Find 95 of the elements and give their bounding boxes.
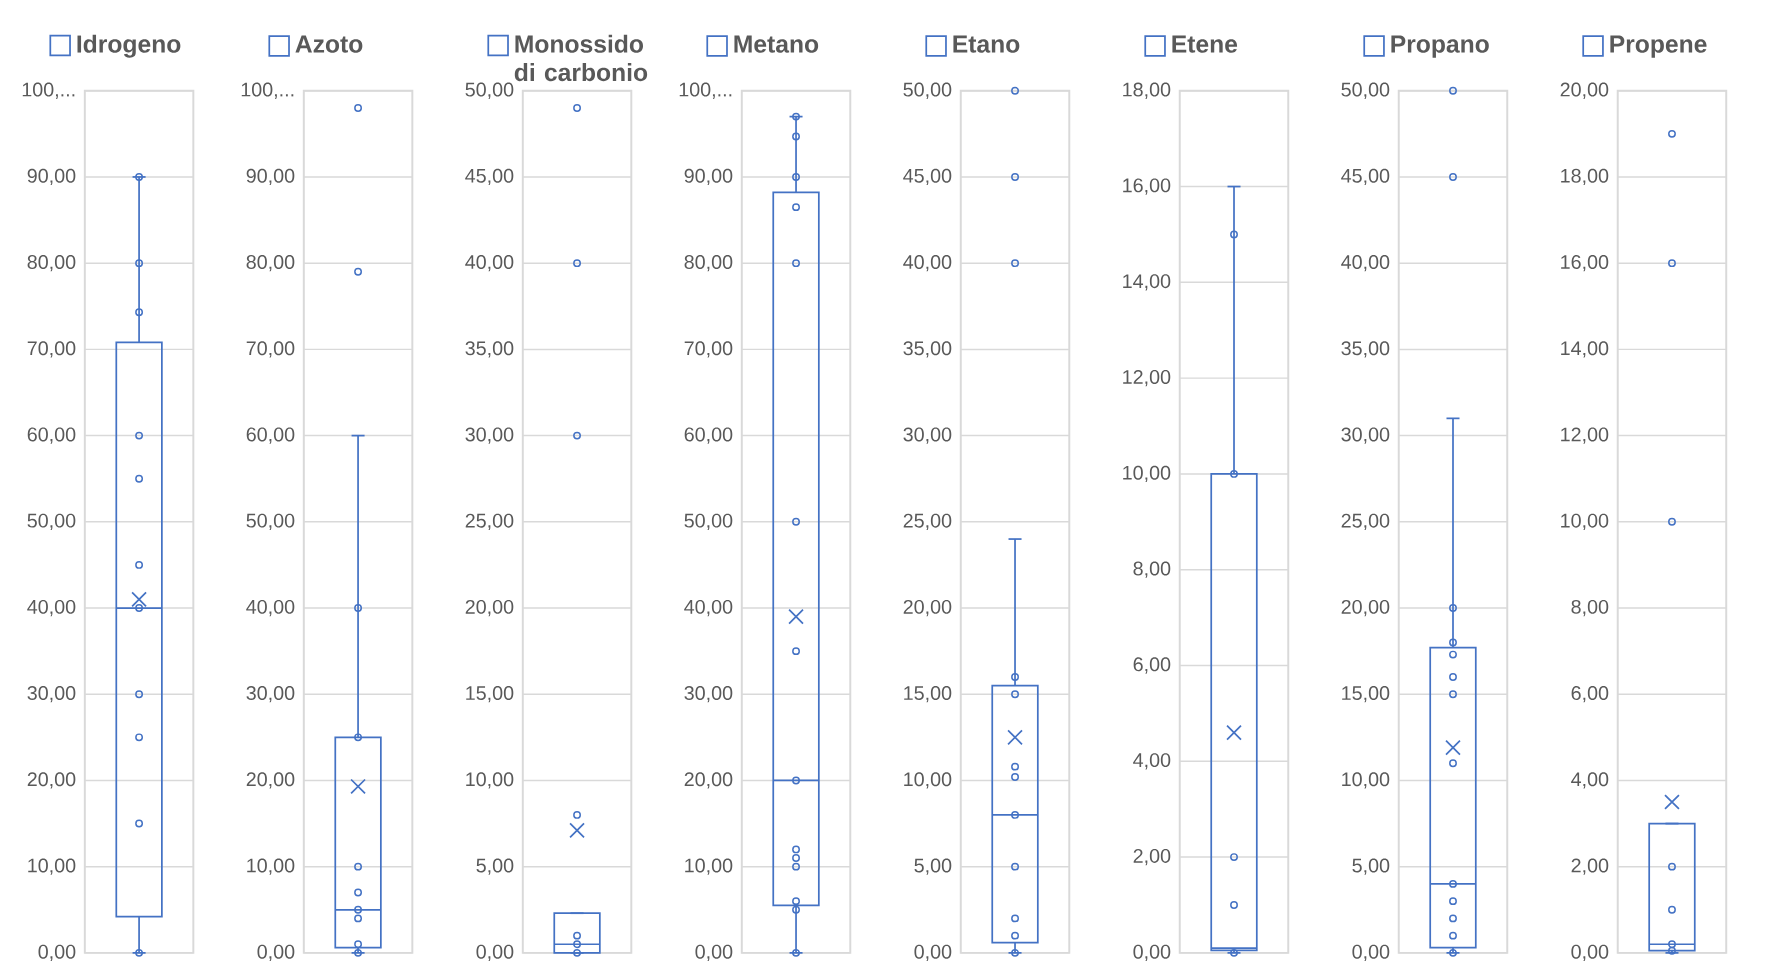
y-tick-label: 100,... [241, 82, 294, 100]
y-tick-label: 5,00 [1352, 858, 1390, 875]
y-tick-label: 30,00 [465, 427, 514, 444]
y-tick-label: 20,00 [246, 772, 295, 789]
y-tick-label: 30,00 [27, 686, 76, 703]
y-tick-label: 8,00 [1571, 600, 1609, 617]
y-tick-label: 15,00 [904, 686, 952, 703]
y-tick-label: 40,00 [246, 600, 295, 617]
y-tick-label: 40,00 [903, 255, 952, 272]
y-tick-label: 40,00 [465, 255, 514, 272]
y-tick-label: 6,00 [1571, 686, 1609, 703]
y-tick-label: 50,00 [465, 82, 514, 100]
y-tick-label: 20,00 [1560, 82, 1609, 100]
y-tick-label: 16,00 [1123, 178, 1171, 195]
y-tick-label: 50,00 [246, 513, 295, 531]
y-tick-label: 16,00 [1561, 255, 1609, 272]
y-tick-label: 10,00 [466, 772, 514, 789]
y-tick-label: 60,00 [684, 427, 733, 444]
y-tick-label: 0,00 [257, 944, 295, 962]
y-tick-label: 60,00 [27, 427, 76, 444]
y-tick-label: 0,00 [695, 944, 733, 962]
y-tick-label: 10,00 [247, 858, 295, 875]
y-tick-label: 14,00 [1561, 341, 1609, 358]
y-tick-label: 5,00 [914, 858, 952, 875]
y-tick-label: 80,00 [684, 255, 733, 272]
y-tick-label: 35,00 [903, 341, 952, 358]
y-tick-label: 4,00 [1133, 753, 1171, 770]
y-tick-label: 50,00 [27, 513, 76, 531]
y-tick-label: 25,00 [465, 513, 514, 531]
y-tick-label: 70,00 [684, 341, 733, 358]
y-tick-label: 30,00 [246, 686, 295, 703]
y-tick-label: 70,00 [246, 341, 295, 358]
y-tick-label: 4,00 [1571, 772, 1609, 789]
y-tick-label: 0,00 [38, 944, 76, 962]
y-tick-label: 10,00 [1342, 772, 1390, 789]
legend-label: Etene [1172, 35, 1238, 53]
y-tick-label: 50,00 [903, 82, 952, 100]
y-tick-label: 60,00 [246, 427, 295, 444]
y-tick-label: 45,00 [903, 169, 952, 186]
legend-label: Propene [1610, 35, 1707, 58]
y-tick-label: 70,00 [27, 341, 76, 358]
y-tick-label: 2,00 [1133, 849, 1171, 866]
y-tick-label: 0,00 [914, 944, 952, 962]
y-tick-label: 30,00 [1341, 427, 1390, 444]
y-tick-label: 30,00 [684, 686, 733, 703]
y-tick-label: 10,00 [1123, 465, 1171, 483]
y-tick-label: 90,00 [684, 169, 733, 186]
y-tick-label: 80,00 [27, 255, 76, 272]
y-tick-label: 50,00 [684, 513, 733, 531]
y-tick-label: 14,00 [1123, 274, 1171, 291]
y-tick-label: 100,... [22, 82, 75, 100]
y-tick-label: 5,00 [476, 858, 514, 875]
y-tick-label: 15,00 [1342, 686, 1390, 703]
y-tick-label: 12,00 [1123, 370, 1171, 387]
y-tick-label: 100,... [679, 82, 732, 100]
legend-label: Metano [734, 35, 819, 53]
legend-label: Etano [953, 35, 1020, 53]
y-tick-label: 10,00 [28, 858, 76, 875]
y-tick-label: 90,00 [246, 169, 295, 186]
y-tick-label: 40,00 [1341, 255, 1390, 272]
y-tick-label: 45,00 [465, 169, 514, 186]
y-tick-label: 20,00 [465, 600, 514, 617]
y-tick-label: 0,00 [1133, 944, 1171, 962]
y-tick-label: 0,00 [1571, 944, 1609, 962]
y-tick-label: 25,00 [1341, 513, 1390, 531]
y-tick-label: 45,00 [1341, 169, 1390, 186]
y-tick-label: 2,00 [1571, 858, 1609, 875]
y-tick-label: 0,00 [476, 944, 514, 962]
y-tick-label: 0,00 [1352, 944, 1390, 962]
y-tick-label: 20,00 [903, 600, 952, 617]
y-tick-label: 20,00 [27, 772, 76, 789]
y-tick-label: 10,00 [1561, 513, 1609, 531]
y-tick-label: 40,00 [684, 600, 733, 617]
y-tick-label: 35,00 [1341, 341, 1390, 358]
y-tick-label: 18,00 [1123, 82, 1171, 100]
y-tick-label: 25,00 [903, 513, 952, 531]
y-tick-label: 10,00 [685, 858, 733, 875]
y-tick-label: 50,00 [1341, 82, 1390, 100]
legend-label: Propano [1391, 35, 1489, 58]
legend-label: Azoto [295, 35, 363, 53]
y-tick-label: 18,00 [1561, 169, 1609, 186]
y-tick-label: 30,00 [903, 427, 952, 444]
legend-label: Idrogeno [77, 34, 181, 58]
y-tick-label: 90,00 [27, 169, 76, 186]
y-tick-label: 15,00 [466, 686, 514, 703]
y-tick-label: 40,00 [27, 600, 76, 617]
y-tick-label: 12,00 [1561, 427, 1609, 444]
y-tick-label: 20,00 [684, 772, 733, 789]
y-tick-label: 10,00 [904, 772, 952, 789]
y-tick-label: 80,00 [246, 255, 295, 272]
y-tick-label: 8,00 [1133, 561, 1171, 579]
legend-label: Monossido di carbonio [514, 34, 648, 82]
y-tick-label: 20,00 [1341, 600, 1390, 617]
y-tick-label: 35,00 [465, 341, 514, 358]
y-tick-label: 6,00 [1133, 657, 1171, 674]
